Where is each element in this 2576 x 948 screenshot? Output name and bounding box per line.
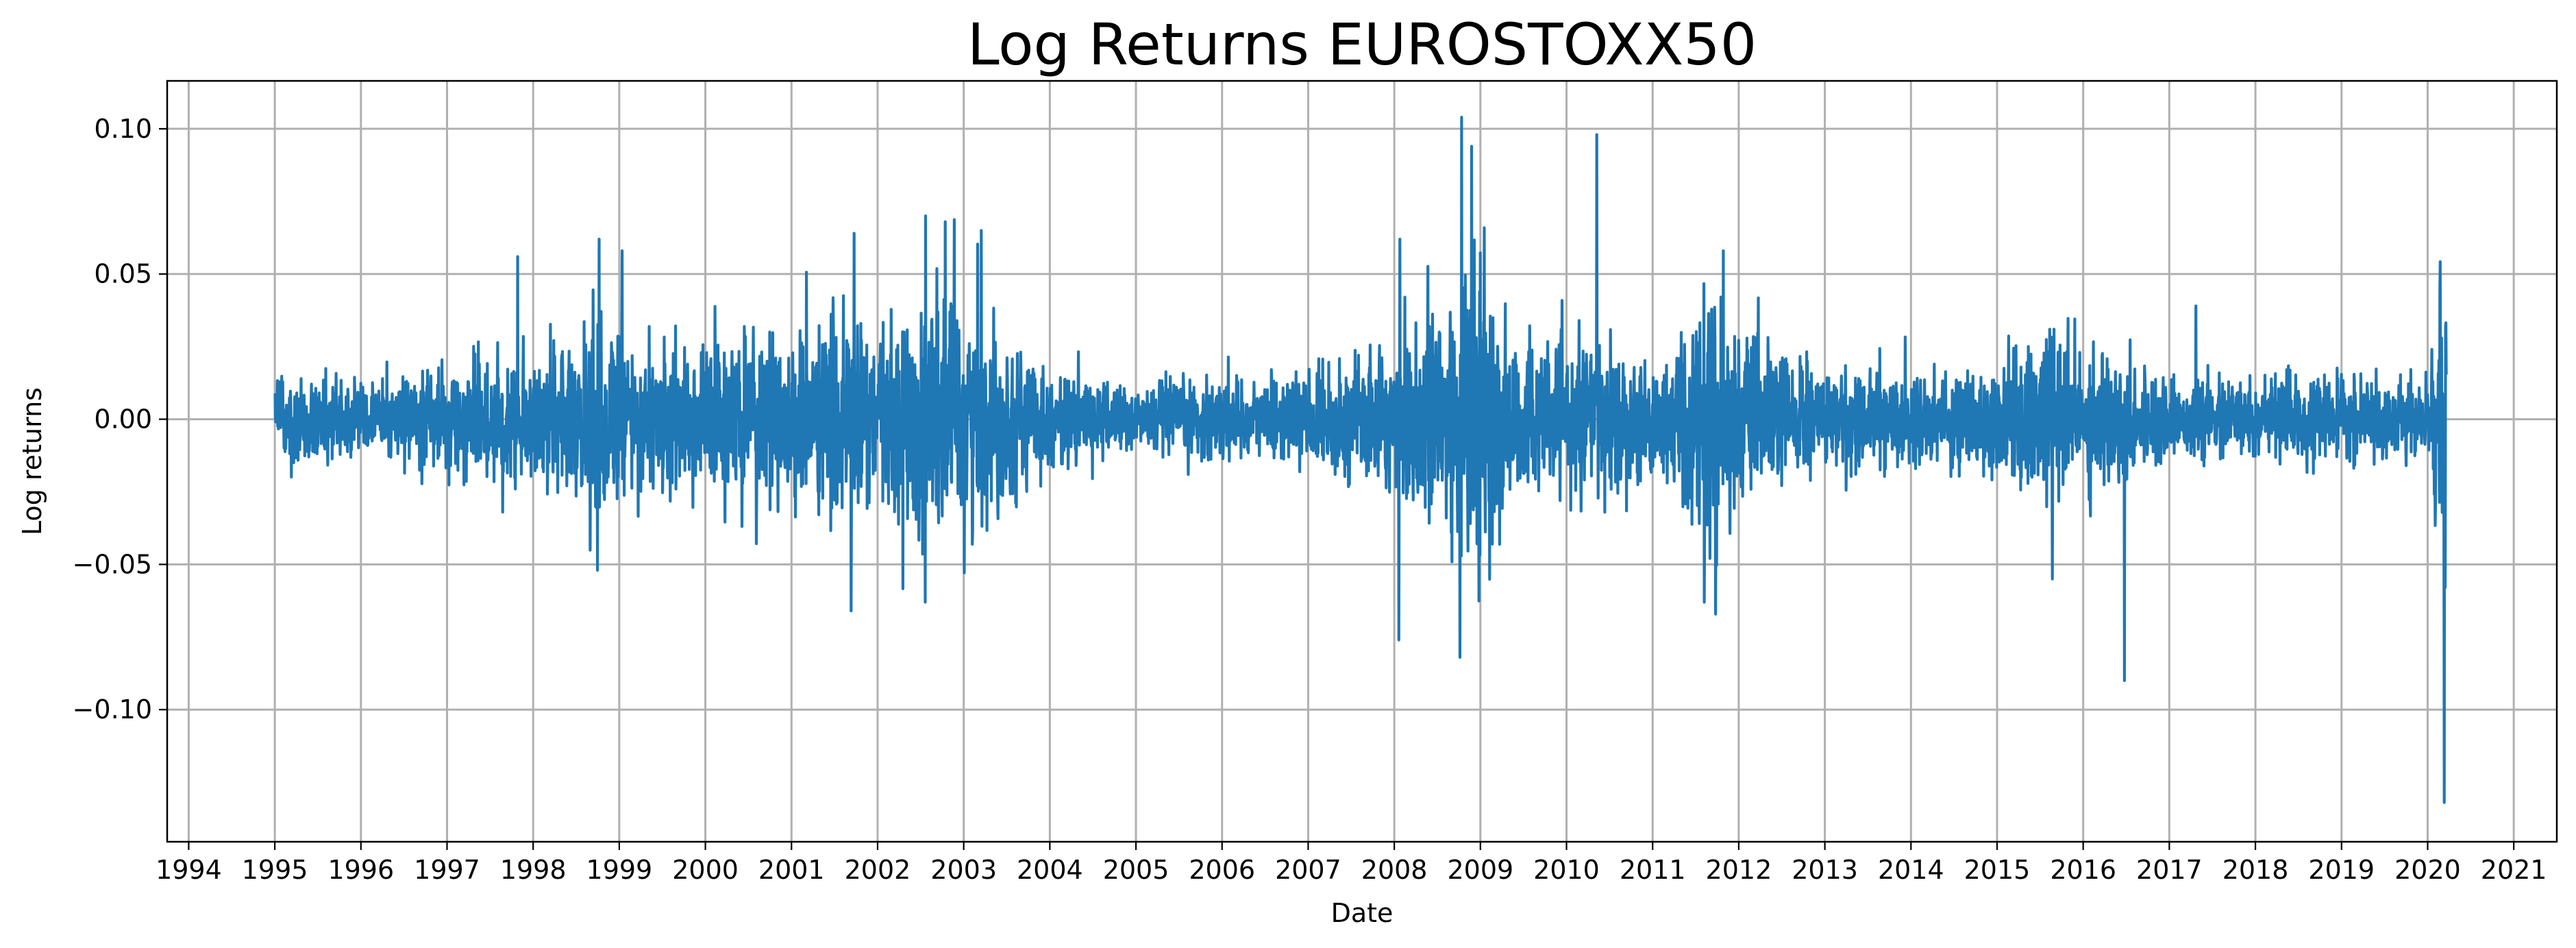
x-tick-label: 2010 [1533,855,1600,885]
chart-title: Log Returns EUROSTOXX50 [967,11,1757,78]
x-tick-label: 1997 [414,855,480,885]
x-tick-label: 2006 [1189,855,1255,885]
x-tick-label: 1995 [242,855,308,885]
x-tick-label: 2011 [1620,855,1686,885]
x-tick-label: 2001 [758,855,825,885]
y-tick-label: −0.10 [73,694,152,725]
x-tick-label: 1996 [327,855,394,885]
x-tick-label: 2017 [2136,855,2203,885]
x-tick-label: 2016 [2050,855,2116,885]
x-tick-label: 2007 [1275,855,1341,885]
x-tick-label: 2009 [1447,855,1513,885]
ticks: 1994 1995 1996 1997 1998 1999 2000 2001 2002 2003… [73,114,2547,885]
x-tick-label: 2014 [1878,855,1944,885]
y-tick-label: 0.05 [94,259,152,289]
y-tick-label: 0.00 [94,404,152,435]
x-tick-label: 1999 [586,855,653,885]
y-axis-label: Log returns [17,387,47,535]
x-axis-label: Date [1331,898,1394,928]
x-tick-label: 2018 [2222,855,2289,885]
x-tick-label: 2021 [2481,855,2547,885]
x-tick-label: 2003 [930,855,997,885]
x-tick-label: 2002 [845,855,911,885]
x-tick-label: 2008 [1361,855,1428,885]
series-line [273,115,2448,804]
x-tick-label: 2020 [2394,855,2461,885]
x-tick-label: 2015 [1964,855,2031,885]
x-tick-label: 2013 [1792,855,1858,885]
x-tick-label: 2012 [1706,855,1772,885]
x-tick-label: 1994 [156,855,222,885]
series-layer [273,115,2448,804]
y-tick-label: 0.10 [94,114,152,144]
x-tick-label: 2019 [2308,855,2375,885]
x-tick-label: 2000 [672,855,739,885]
x-tick-label: 2005 [1103,855,1169,885]
y-tick-label: −0.05 [73,549,152,579]
x-tick-label: 2004 [1017,855,1083,885]
plot-frame [166,80,2558,843]
x-tick-label: 1998 [500,855,567,885]
